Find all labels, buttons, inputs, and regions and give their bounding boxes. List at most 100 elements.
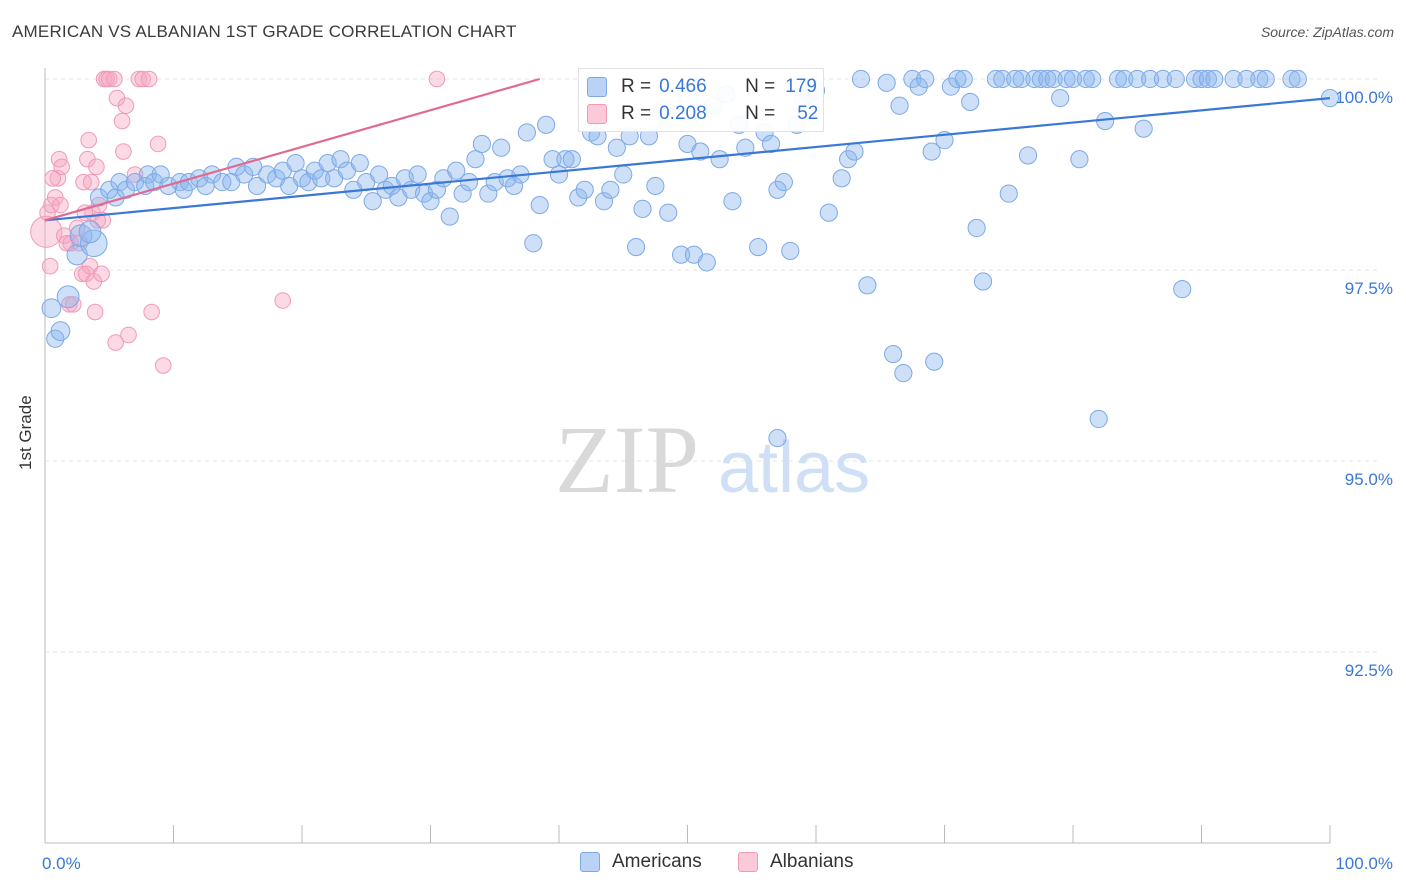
point-albanians-47 <box>52 196 69 214</box>
point-americans-97 <box>691 142 710 161</box>
point-americans-39 <box>312 169 331 188</box>
point-americans-71 <box>517 123 536 142</box>
point-albanians-37 <box>126 166 144 183</box>
point-americans-109 <box>774 173 793 192</box>
point-americans-16 <box>145 173 164 192</box>
point-americans-84 <box>601 180 620 199</box>
tick-labels: 100.0% 97.5% 95.0% 92.5% 0.0% 100.0% <box>42 88 1393 873</box>
point-americans-132 <box>954 69 973 89</box>
point-americans-120 <box>877 73 896 92</box>
point-albanians-33 <box>113 112 131 130</box>
point-americans-141 <box>1018 146 1038 165</box>
point-americans-88 <box>627 238 646 257</box>
point-americans-110 <box>781 241 800 260</box>
point-americans-79 <box>569 188 588 207</box>
albanians-swatch <box>587 104 607 124</box>
point-americans-118 <box>851 69 871 89</box>
point-americans-160 <box>1166 69 1185 89</box>
point-americans-171 <box>1288 69 1307 89</box>
point-americans-121 <box>884 344 903 364</box>
point-americans-159 <box>1153 69 1173 89</box>
point-americans-145 <box>1044 69 1063 89</box>
point-albanians-2 <box>41 257 59 275</box>
point-albanians-43 <box>154 357 172 374</box>
point-americans-76 <box>549 165 569 184</box>
trendline-albanians <box>44 77 541 222</box>
point-albanians-23 <box>88 158 105 176</box>
point-americans-166 <box>1224 69 1243 89</box>
point-albanians-34 <box>115 143 132 160</box>
point-americans-140 <box>1012 69 1031 89</box>
point-americans-91 <box>646 176 665 196</box>
point-americans-128 <box>925 352 944 371</box>
legend-item-americans[interactable]: Americans <box>580 851 702 873</box>
point-americans-62 <box>459 173 479 192</box>
y-tick-label-0: 100.0% <box>1335 88 1393 107</box>
point-americans-146 <box>1051 89 1070 108</box>
point-albanians-45 <box>428 70 446 88</box>
point-americans-64 <box>472 134 491 154</box>
point-americans-131 <box>948 69 967 89</box>
point-americans-85 <box>607 138 626 157</box>
point-americans-155 <box>1115 69 1134 89</box>
point-americans-115 <box>832 169 851 188</box>
point-americans-80 <box>575 180 594 199</box>
point-americans-102 <box>723 192 742 211</box>
point-albanians-19 <box>82 173 100 191</box>
point-americans-100 <box>710 150 729 169</box>
americans-r-label: R = <box>621 76 652 97</box>
point-albanians-41 <box>143 303 160 321</box>
point-americans-144 <box>1038 69 1057 89</box>
point-albanians-35 <box>117 97 135 115</box>
point-americans-137 <box>993 69 1012 89</box>
point-americans-69 <box>504 176 524 196</box>
point-americans-65 <box>479 184 498 203</box>
point-americans-136 <box>986 69 1005 89</box>
chart-title: AMERICAN VS ALBANIAN 1ST GRADE CORRELATI… <box>12 22 517 41</box>
chart-source: Source: ZipAtlas.com <box>1260 24 1394 40</box>
point-americans-161 <box>1173 280 1192 299</box>
point-americans-31 <box>258 165 277 184</box>
point-albanians-39 <box>134 70 151 88</box>
albanians-legend-swatch <box>738 852 758 872</box>
x-tick-label-0: 0.0% <box>42 854 81 873</box>
stats-row-americans: R = 0.466 N = 179 <box>587 74 817 100</box>
point-albanians-7 <box>53 158 71 176</box>
point-americans-47 <box>363 192 382 211</box>
point-americans-57 <box>427 180 447 199</box>
point-americans-105 <box>749 238 768 257</box>
point-americans-157 <box>1134 119 1153 138</box>
point-americans-78 <box>562 150 581 169</box>
y-tick-label-2: 95.0% <box>1345 470 1393 489</box>
point-albanians-17 <box>80 131 97 149</box>
point-americans-104 <box>736 138 755 157</box>
point-americans-165 <box>1205 69 1224 89</box>
point-americans-11 <box>110 173 129 192</box>
point-americans-86 <box>614 165 633 184</box>
point-americans-123 <box>894 364 913 383</box>
albanians-r-value: 0.208 <box>659 103 707 124</box>
legend-item-albanians[interactable]: Albanians <box>738 851 853 873</box>
point-americans-152 <box>1089 409 1108 429</box>
americans-legend-label: Americans <box>612 851 702 872</box>
point-americans-142 <box>1025 69 1044 89</box>
point-americans-124 <box>903 69 922 89</box>
point-americans-83 <box>594 192 614 211</box>
point-albanians-3 <box>43 196 60 214</box>
point-americans-42 <box>331 150 350 169</box>
axis-layer <box>44 68 1331 844</box>
point-americans-150 <box>1076 69 1095 89</box>
point-albanians-31 <box>107 334 124 351</box>
point-americans-45 <box>350 153 369 173</box>
point-americans-0 <box>41 298 62 319</box>
point-americans-7 <box>78 220 102 244</box>
point-americans-98 <box>697 253 716 272</box>
point-americans-173 <box>768 429 787 448</box>
point-albanians-11 <box>64 296 82 313</box>
point-albanians-36 <box>120 326 137 344</box>
watermark-atlas: atlas <box>718 428 870 508</box>
point-americans-158 <box>1141 69 1160 89</box>
point-americans-75 <box>543 150 562 169</box>
albanians-r-label: R = <box>621 103 652 124</box>
point-albanians-18 <box>81 257 99 275</box>
